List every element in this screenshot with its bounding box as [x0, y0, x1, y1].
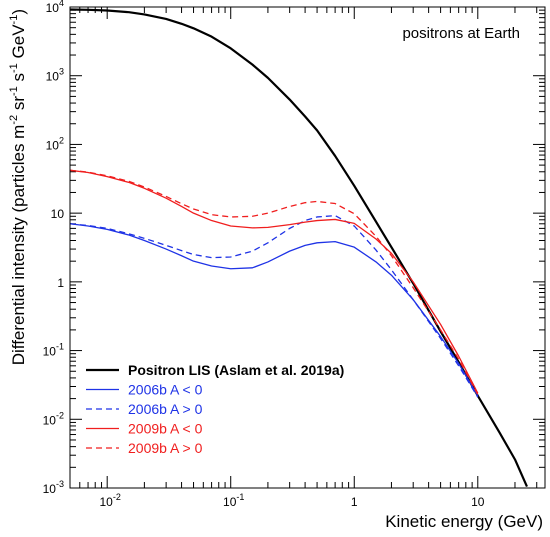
x-tick-label: 10 [471, 495, 485, 509]
x-axis-label: Kinetic energy (GeV) [385, 512, 543, 531]
chart-annotation: positrons at Earth [402, 25, 520, 42]
legend-entry: 2009b A < 0 [128, 421, 203, 437]
legend-entry: Positron LIS (Aslam et al. 2019a) [128, 362, 344, 378]
x-tick-label: 1 [351, 495, 358, 509]
legend-entry: 2006b A < 0 [128, 382, 203, 398]
plot-frame [69, 6, 546, 489]
series-line [69, 214, 479, 398]
legend: Positron LIS (Aslam et al. 2019a) 2006b A… [86, 362, 344, 456]
legend-entry: 2009b A > 0 [128, 440, 203, 456]
legend-entry: 2006b A > 0 [128, 401, 203, 417]
x-tick-label: 10-2 [99, 492, 120, 509]
x-tick-label: 10-1 [223, 492, 244, 509]
y-tick-label: 10-2 [43, 410, 64, 427]
series-line [69, 8, 528, 487]
y-tick-label: 10-1 [43, 342, 64, 359]
y-tick-label: 10 [51, 207, 65, 221]
y-axis-label: Differential intensity (particles m-2 sr… [8, 9, 28, 365]
y-tick-label: 104 [46, 0, 64, 15]
series-line [69, 169, 479, 395]
tick-labels: 10-2 10-1 1 10 10-3 10-2 10-1 1 10 102 103 104 [43, 0, 485, 509]
y-tick-label: 102 [46, 135, 64, 152]
plot-curves [69, 8, 528, 487]
y-tick-label: 10-3 [43, 479, 64, 496]
y-tick-label: 103 [46, 67, 64, 84]
series-line [69, 169, 479, 394]
y-tick-label: 1 [57, 276, 64, 290]
series-line [69, 223, 479, 397]
